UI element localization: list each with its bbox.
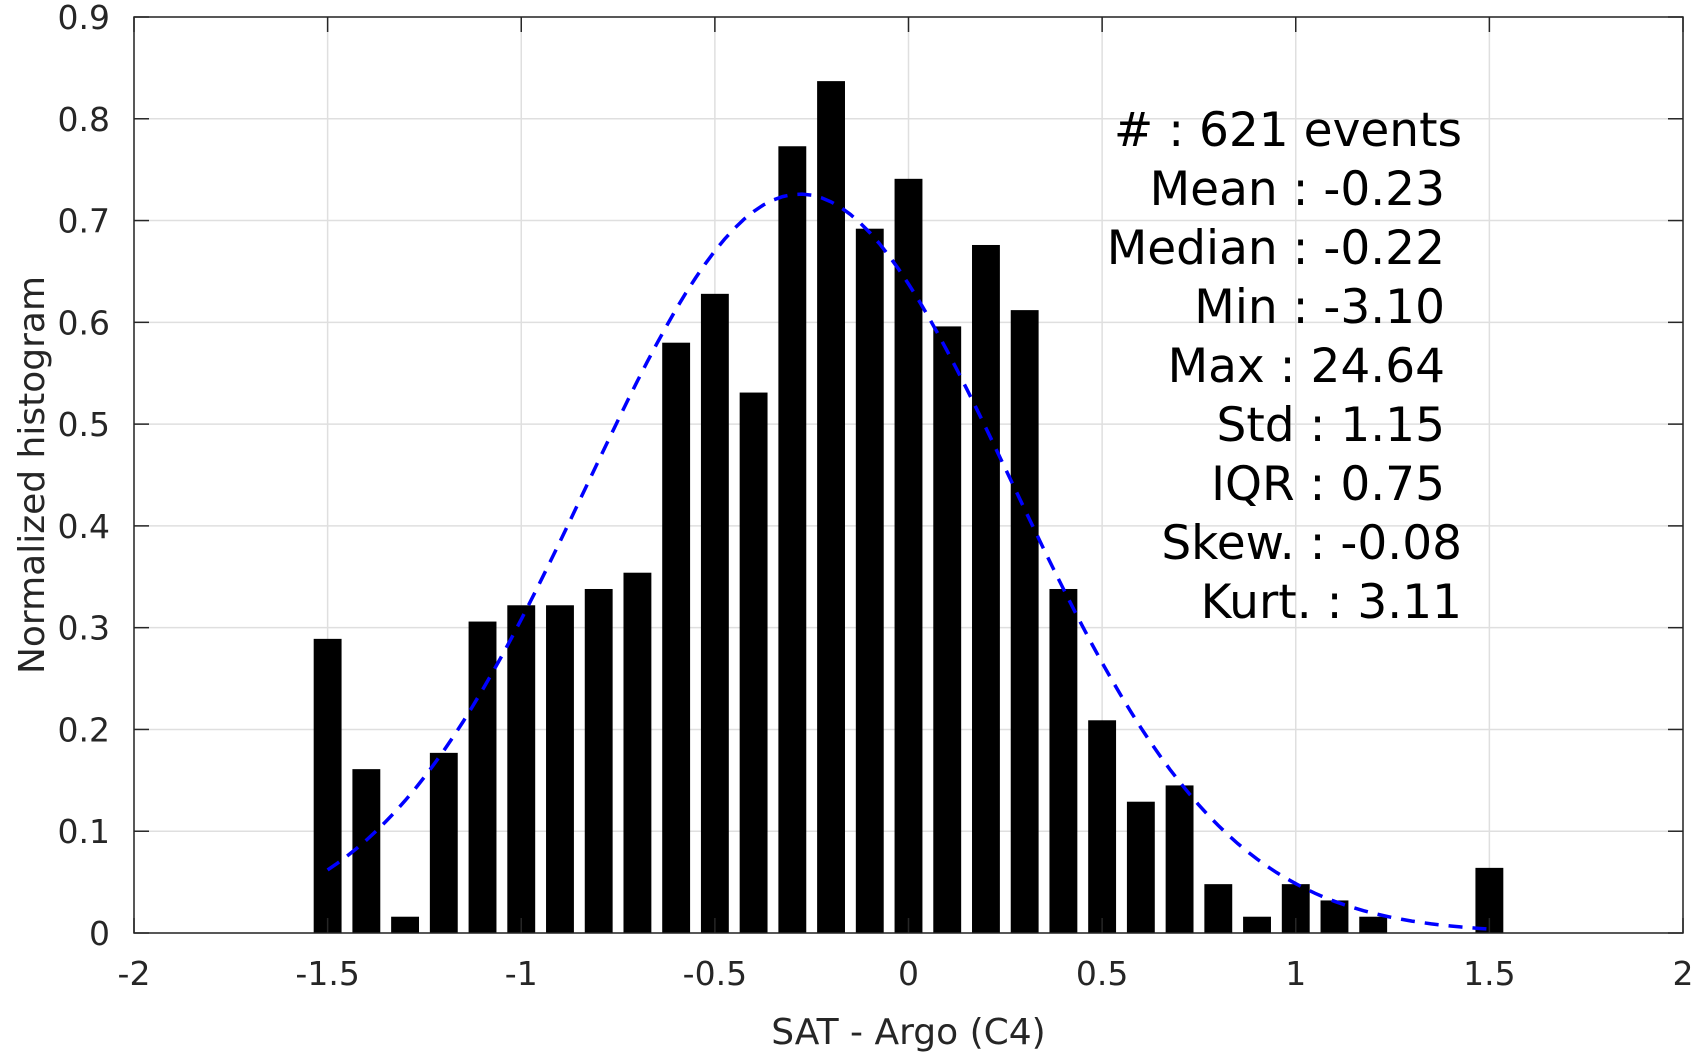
histogram-bar [1049, 588, 1078, 933]
histogram-bar [972, 244, 1000, 933]
histogram-bar [1088, 720, 1117, 933]
histogram-bar [778, 146, 807, 933]
y-tick-label: 0.8 [58, 100, 110, 139]
histogram-bar [1126, 801, 1155, 933]
x-tick-label: 1.5 [1463, 954, 1515, 993]
x-tick-label: 2 [1673, 954, 1694, 993]
stats-line: Kurt. : 3.11 [1201, 575, 1462, 630]
stats-line: Mean : -0.23 [1150, 162, 1445, 217]
histogram-bar [894, 178, 923, 933]
x-tick-label: -1 [505, 954, 538, 993]
normal-fit-curve [326, 192, 1490, 931]
histogram-bars [313, 81, 1504, 934]
y-axis-label: Normalized histogram [12, 276, 53, 674]
histogram-bar [623, 572, 652, 933]
histogram-bar [468, 621, 497, 933]
histogram-bar [507, 605, 536, 933]
histogram-bar [313, 638, 342, 933]
x-tick-label: 0 [898, 954, 919, 993]
histogram-bar [1010, 310, 1039, 933]
stats-line: Median : -0.22 [1107, 221, 1445, 276]
x-tick-label: -2 [118, 954, 151, 993]
histogram-bar [391, 916, 420, 933]
y-tick-label: 0.6 [58, 303, 110, 342]
histogram-bar [1165, 785, 1194, 933]
histogram-bar [739, 392, 768, 933]
x-tick-label: -0.5 [683, 954, 747, 993]
y-tick-label: 0.9 [58, 0, 110, 37]
stats-line: Max : 24.64 [1168, 339, 1445, 394]
histogram-bar [700, 293, 729, 933]
histogram-bar [1243, 916, 1271, 933]
x-tick-label: 0.5 [1076, 954, 1128, 993]
y-tick-label: 0.3 [58, 609, 110, 648]
y-tick-label: 0.7 [58, 202, 110, 241]
y-tick-label: 0.5 [58, 405, 110, 444]
stats-line: Min : -3.10 [1194, 280, 1445, 335]
stats-line: Std : 1.15 [1217, 398, 1445, 453]
y-tick-label: 0 [89, 914, 110, 953]
histogram-bar [1359, 916, 1388, 933]
histogram-bar [1204, 884, 1233, 933]
axis-ticks [133, 16, 1684, 934]
histogram-bar [855, 228, 884, 934]
x-tick-label: 1 [1285, 954, 1306, 993]
x-tick-label: -1.5 [295, 954, 359, 993]
stats-line: IQR : 0.75 [1211, 457, 1445, 512]
stats-line: Skew. : -0.08 [1161, 516, 1462, 571]
histogram-bar [429, 752, 458, 933]
y-tick-label: 0.1 [58, 812, 110, 851]
histogram-bar [584, 588, 613, 933]
stats-line: # : 621 events [1114, 103, 1462, 158]
histogram-bar [662, 342, 691, 933]
x-tick-labels: -2 -1.5 -1 -0.5 0 0.5 1 1.5 2 [118, 954, 1694, 993]
histogram-bar [546, 605, 574, 933]
histogram-bar [817, 81, 845, 934]
y-tick-labels: 0 0.1 0.2 0.3 0.4 0.5 0.6 0.7 0.8 0.9 [58, 0, 110, 953]
x-axis-label: SAT - Argo (C4) [771, 1012, 1045, 1053]
y-tick-label: 0.2 [58, 710, 110, 749]
histogram-bar [933, 326, 962, 934]
histogram-bar [352, 769, 381, 933]
y-tick-label: 0.4 [58, 507, 110, 546]
